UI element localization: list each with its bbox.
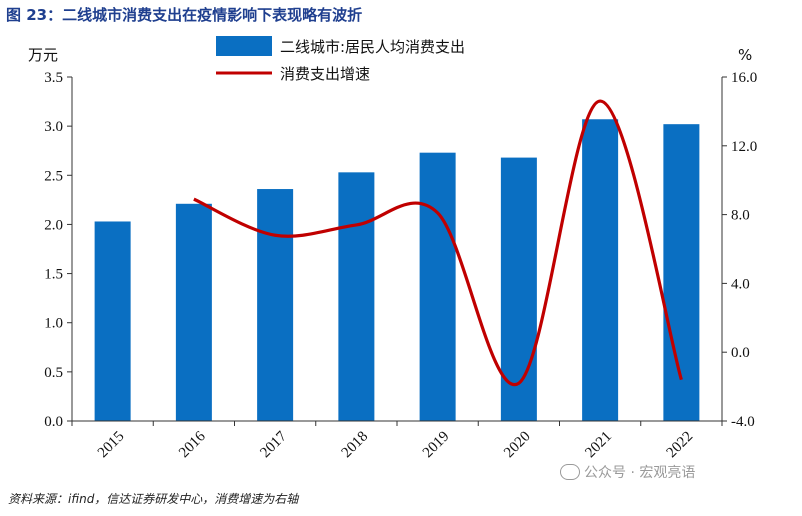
source-note: 资料来源：ifind，信达证券研发中心，消费增速为右轴 — [8, 492, 299, 506]
bar-2021 — [582, 119, 619, 422]
left-tick-label: 2.0 — [44, 217, 63, 233]
left-tick-label: 2.5 — [44, 168, 63, 184]
left-axis-unit: 万元 — [28, 46, 58, 64]
line-series — [193, 99, 683, 387]
x-tick-label: 2019 — [420, 429, 453, 462]
right-axis-ticks: -4.0 0.0 4.0 8.0 12.0 16.0 — [722, 70, 757, 430]
right-axis-unit: % — [738, 46, 752, 64]
bar-2020 — [500, 157, 537, 421]
left-tick-label: 1.0 — [44, 316, 63, 332]
bar-series — [94, 119, 700, 422]
figure-title: 图 23：二线城市消费支出在疫情影响下表现略有波折 — [6, 6, 363, 24]
left-tick-label: 3.5 — [44, 70, 63, 86]
right-tick-label: 16.0 — [731, 70, 757, 86]
left-tick-label: 0.5 — [44, 365, 63, 381]
left-tick-label: 3.0 — [44, 119, 63, 135]
left-axis-ticks: 0.0 0.5 1.0 1.5 2.0 2.5 3.0 3.5 — [44, 70, 72, 430]
x-axis-ticks: 2015 2016 2017 2018 2019 2020 2021 2022 — [71, 421, 723, 462]
legend: 二线城市:居民人均消费支出 消费支出增速 — [216, 36, 465, 83]
legend-line-label: 消费支出增速 — [280, 65, 370, 83]
x-tick-label: 2015 — [95, 429, 128, 462]
x-tick-label: 2021 — [582, 429, 615, 462]
x-tick-label: 2022 — [664, 429, 697, 462]
right-tick-label: 4.0 — [731, 276, 750, 292]
left-tick-label: 1.5 — [44, 267, 63, 283]
wechat-icon — [560, 464, 580, 480]
bar-2022 — [663, 124, 700, 422]
growth-line — [193, 99, 683, 387]
bar-2015 — [94, 221, 131, 421]
right-tick-label: 12.0 — [731, 139, 757, 155]
bar-2018 — [338, 172, 375, 421]
x-tick-label: 2017 — [257, 428, 290, 461]
right-tick-label: -4.0 — [731, 414, 755, 430]
legend-bar-label: 二线城市:居民人均消费支出 — [280, 38, 465, 56]
right-tick-label: 0.0 — [731, 345, 750, 361]
bar-2017 — [257, 189, 294, 421]
x-tick-label: 2020 — [501, 429, 534, 462]
watermark: 公众号 · 宏观亮语 — [560, 462, 695, 482]
x-tick-label: 2016 — [176, 428, 209, 461]
x-tick-label: 2018 — [339, 429, 372, 462]
watermark-text: 公众号 · 宏观亮语 — [584, 465, 696, 481]
right-tick-label: 8.0 — [731, 208, 750, 224]
bar-2019 — [419, 152, 456, 421]
left-tick-label: 0.0 — [44, 414, 63, 430]
axes — [71, 77, 723, 422]
legend-bar-swatch — [216, 36, 272, 56]
bar-2016 — [175, 203, 212, 421]
